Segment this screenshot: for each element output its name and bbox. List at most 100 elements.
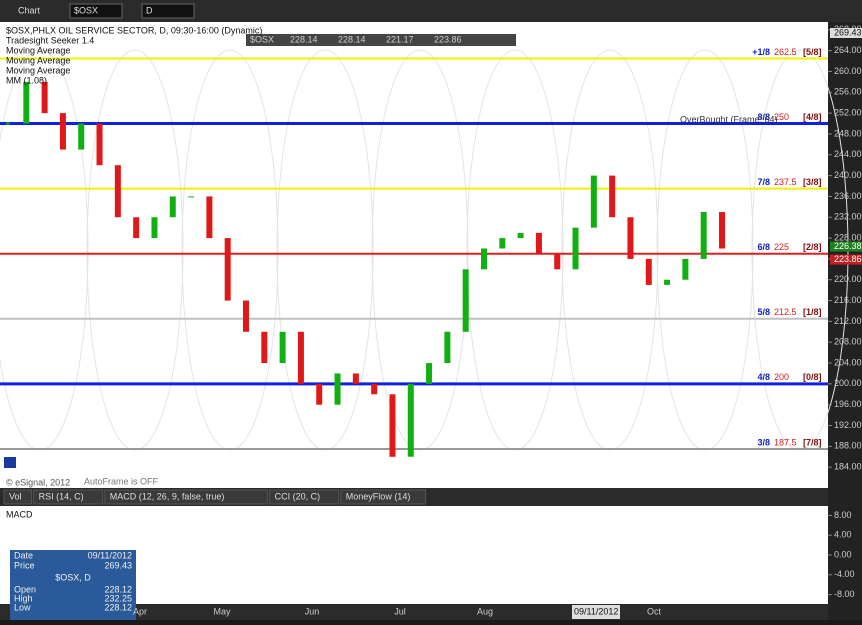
tab[interactable]: [104, 489, 269, 505]
level-name: 5/8: [757, 307, 770, 317]
level-name: 4/8: [757, 372, 770, 382]
level-value: 212.5: [774, 307, 797, 317]
tab[interactable]: [340, 489, 427, 505]
price-marker: [830, 254, 862, 265]
y-tick-label: 232.00: [834, 212, 862, 222]
macd-pane: [0, 506, 828, 620]
level-fraction: [7/8]: [803, 437, 822, 447]
y-tick-label: 260.00: [834, 66, 862, 76]
tab-label[interactable]: MoneyFlow (14): [346, 491, 411, 501]
candle: [682, 258, 689, 280]
tab[interactable]: [33, 489, 104, 505]
cursor-info: [10, 550, 136, 620]
info-label: Date: [14, 550, 33, 560]
candle: [609, 175, 616, 218]
month-label: Aug: [477, 606, 493, 616]
candle: [352, 373, 359, 384]
p-button[interactable]: [4, 457, 16, 468]
date-axis: [0, 604, 828, 620]
candle: [96, 123, 103, 166]
y-tick-label: 0.00: [834, 549, 852, 559]
candle: [535, 232, 542, 254]
y-tick-label: 208.00: [834, 337, 862, 347]
info-label: Price: [14, 560, 35, 570]
legend-line: MM (1.08): [6, 75, 47, 85]
info-label: High: [14, 593, 33, 603]
level-value: 262.5: [774, 47, 797, 57]
level-value: 187.5: [774, 437, 797, 447]
date-cursor: [572, 605, 620, 619]
decor-ellipse: [371, 49, 469, 451]
candle: [389, 394, 396, 457]
level-value: 225: [774, 242, 789, 252]
y-tick-label: 228.00: [834, 232, 862, 242]
tab[interactable]: [3, 489, 33, 505]
info-symbol: $OSX, D: [55, 572, 91, 582]
tab-label[interactable]: CCI (20, C): [275, 491, 321, 501]
candle: [371, 383, 378, 395]
candle: [407, 383, 414, 457]
month-label: May: [213, 606, 231, 616]
info-value: 269.43: [104, 560, 132, 570]
annotation: © eSignal, 2012: [6, 477, 70, 487]
candle: [188, 196, 195, 198]
y-tick-label: 248.00: [834, 128, 862, 138]
month-label: Apr: [133, 606, 147, 616]
level-name: 8/8: [757, 112, 770, 122]
candle: [554, 253, 561, 270]
candle: [664, 279, 671, 285]
candle: [572, 227, 579, 270]
symbol-box[interactable]: [69, 3, 123, 19]
y-tick-label: 204.00: [834, 357, 862, 367]
price-marker-label: 226.38: [834, 241, 862, 251]
y-tick-label: 240.00: [834, 170, 862, 180]
symbol-input[interactable]: $OSX: [74, 5, 98, 15]
level-name: 6/8: [757, 242, 770, 252]
interval-input[interactable]: D: [146, 5, 153, 15]
candle: [169, 196, 176, 218]
tab-label[interactable]: Vol: [9, 491, 22, 501]
candle: [243, 300, 249, 332]
decor-ellipse: [0, 49, 89, 451]
candle: [224, 238, 231, 301]
y-tick-label: 264.00: [834, 45, 862, 55]
candle: [334, 373, 341, 405]
y-tick-label: 184.00: [834, 462, 862, 472]
quote-value: 228.14: [290, 34, 318, 44]
window-title: Chart: [18, 5, 41, 15]
quote-value: 223.86: [434, 34, 462, 44]
decor-ellipse: [656, 49, 754, 451]
level-fraction: [0/8]: [803, 372, 822, 382]
legend-line: Moving Average: [6, 65, 70, 75]
info-value: 232.25: [104, 593, 132, 603]
candle: [719, 212, 725, 249]
level-fraction: [3/8]: [803, 177, 822, 187]
month-label: Jun: [305, 606, 320, 616]
info-label: Low: [14, 602, 31, 612]
legend-line: Tradesight Seeker 1.4: [6, 35, 94, 45]
price-marker: [830, 241, 862, 252]
tab[interactable]: [269, 489, 340, 505]
candle: [59, 113, 66, 150]
level-value: 237.5: [774, 177, 797, 187]
decor-ellipse: [466, 49, 564, 451]
candle: [23, 81, 30, 124]
tab-label[interactable]: MACD (12, 26, 9, false, true): [110, 491, 225, 501]
candle: [517, 232, 524, 239]
legend-line: Moving Average: [6, 55, 70, 65]
y-tick-label: 192.00: [834, 420, 862, 430]
candle: [279, 331, 286, 364]
candle: [78, 123, 85, 150]
candle: [316, 383, 323, 405]
candle: [590, 175, 597, 228]
month-label: Jul: [394, 606, 406, 616]
y-tick-label: 256.00: [834, 87, 862, 97]
tab-label[interactable]: RSI (14, C): [39, 491, 84, 501]
month-label: Oct: [647, 606, 662, 616]
info-value: 228.12: [104, 584, 132, 594]
candle: [444, 331, 451, 364]
level-value: 200: [774, 372, 789, 382]
interval-box[interactable]: [141, 3, 195, 19]
y-tick-label: 252.00: [834, 107, 862, 117]
